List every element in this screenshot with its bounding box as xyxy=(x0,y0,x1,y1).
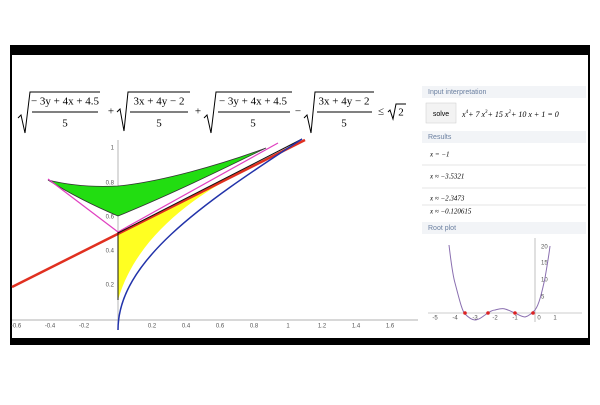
pink-line xyxy=(47,178,119,233)
radical xyxy=(303,91,374,134)
input-header: Input interpretation xyxy=(428,89,486,96)
eq-exp: 3 xyxy=(485,110,488,115)
eq-part: + 15 x xyxy=(488,110,509,119)
root-dot xyxy=(513,311,517,315)
plot-y-tick: 20 xyxy=(541,245,548,251)
operator: + xyxy=(108,106,114,118)
denominator: 5 xyxy=(250,118,256,130)
black-line xyxy=(117,138,303,234)
numerator: 3x + 4y − 2 xyxy=(134,96,185,108)
plot-x-tick: -3 xyxy=(472,316,478,322)
radical xyxy=(116,91,190,132)
operator: + xyxy=(195,106,201,118)
operator: ≤ xyxy=(378,106,384,118)
eq-part: + 7 x xyxy=(468,110,485,119)
root-dot xyxy=(531,311,535,315)
header-strip xyxy=(422,131,586,143)
plot-x-tick: -5 xyxy=(432,316,438,322)
numerator: − 3y + 4x + 4.5 xyxy=(219,96,288,108)
result: x ≈ −0.120615 xyxy=(429,208,472,216)
red-line xyxy=(11,138,306,289)
x-tick-label: -0.6 xyxy=(11,324,22,330)
x-tick-label: -0.4 xyxy=(45,324,56,330)
x-tick-label: 0.8 xyxy=(250,324,259,330)
numerator: − 3y + 4x + 4.5 xyxy=(31,96,100,108)
operator: − xyxy=(295,106,301,118)
header-strip xyxy=(422,86,586,98)
eq-exp: 2 xyxy=(508,110,511,115)
x-tick-label: 0.4 xyxy=(182,324,191,330)
solve: solve xyxy=(433,111,449,118)
x-tick-label: 1.6 xyxy=(386,324,395,330)
plot-y-tick: 15 xyxy=(541,261,548,267)
y-tick-label: 0.2 xyxy=(106,283,115,289)
eq-exp: 4 xyxy=(466,110,469,115)
root-dot xyxy=(486,311,490,315)
results-panel: Input interpretation solve x4+ 7 x3+ 15 … xyxy=(422,86,586,322)
plot-x-tick: 1 xyxy=(553,316,557,322)
equation: x4+ 7 x3+ 15 x2+ 10 x + 1 = 0 xyxy=(461,110,559,119)
solve-cell xyxy=(425,102,457,124)
root-dot xyxy=(463,311,467,315)
y-tick-label: 1 xyxy=(111,146,115,152)
plot-x-tick: -4 xyxy=(452,316,458,322)
formula: − 3y + 4x + 4.5 5 + 3x + 4y − 2 5 + − 3y… xyxy=(17,91,406,134)
x-tick-label: 0.6 xyxy=(216,324,225,330)
x-tick-label: 1.2 xyxy=(318,324,327,330)
denominator: 5 xyxy=(341,118,347,130)
denominator: 5 xyxy=(62,118,68,130)
header-strip xyxy=(422,222,586,234)
x-tick-label: -0.2 xyxy=(79,324,90,330)
graph: -0.6 -0.4 -0.2 0.2 0.4 0.6 0.8 1 1.2 1.4… xyxy=(11,138,418,331)
x-tick-label: 1.4 xyxy=(352,324,361,330)
result: x ≈ −3.5321 xyxy=(429,173,464,181)
plot-x-tick: -1 xyxy=(512,316,518,322)
numerator: 3x + 4y − 2 xyxy=(319,96,370,108)
eq-part: + 10 x + 1 = 0 xyxy=(511,110,559,119)
result: x = −1 xyxy=(429,151,450,159)
x-tick-label: 1 xyxy=(286,324,290,330)
results-header: Results xyxy=(428,134,452,141)
plot-y-tick: 5 xyxy=(541,295,545,301)
pink-line xyxy=(117,142,279,233)
rhs: 2 xyxy=(398,107,404,119)
plot-header: Root plot xyxy=(428,225,456,232)
plot-x-tick: 0 xyxy=(537,316,541,322)
yellow-region xyxy=(118,172,242,300)
denominator: 5 xyxy=(156,118,162,130)
eq-part: x xyxy=(461,110,466,119)
blue-curve xyxy=(117,138,303,331)
radical xyxy=(387,103,406,121)
y-tick-label: 0.8 xyxy=(106,181,115,187)
x-tick-label: 0.2 xyxy=(148,324,157,330)
plot-x-tick: -2 xyxy=(492,316,498,322)
result: x ≈ −2.3473 xyxy=(429,195,465,203)
radical xyxy=(17,91,100,134)
y-tick-label: 0.4 xyxy=(106,249,115,255)
radical xyxy=(203,91,292,134)
y-tick-label: 0.6 xyxy=(106,215,115,221)
green-region xyxy=(47,147,267,217)
